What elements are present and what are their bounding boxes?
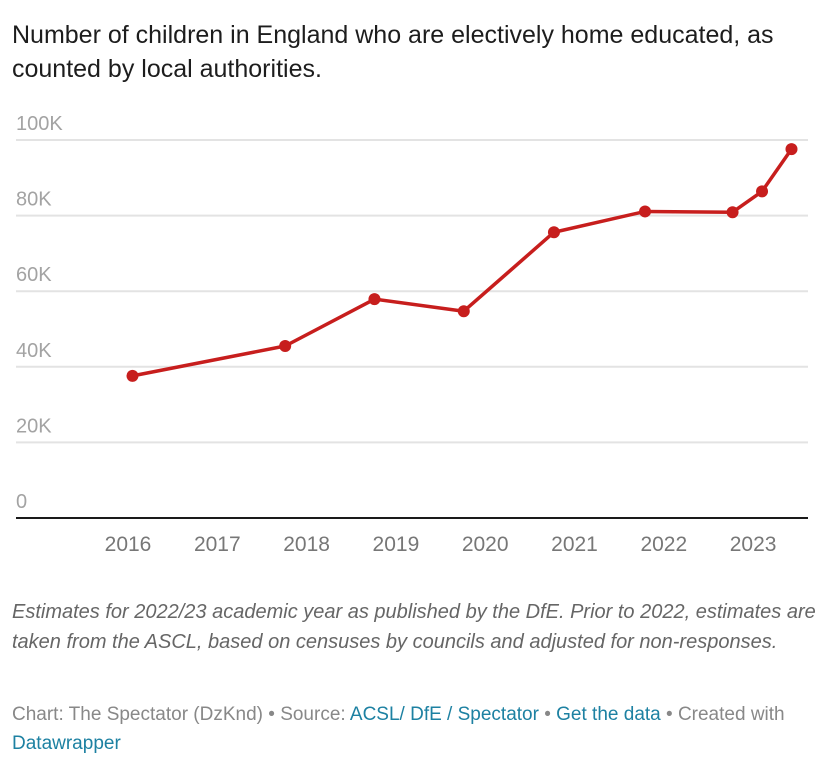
chart-title: Number of children in England who are el… [12,21,774,83]
x-axis-tick-labels: 2016 2017 2018 2019 2020 2021 2022 2023 [105,533,777,556]
y-tick-label: 80K [16,189,52,211]
y-tick-label: 100K [16,113,63,135]
chart-notes: Estimates for 2022/23 academic year as p… [12,601,816,653]
x-tick-label: 2022 [640,533,687,556]
byline-prefix: Chart: The Spectator (DzKnd) • Source: [12,704,350,725]
data-point [126,369,139,382]
x-tick-label: 2023 [730,533,777,556]
series-lines [130,147,794,378]
x-tick-label: 2021 [551,533,598,556]
data-point [756,185,769,198]
datawrapper-link[interactable]: Datawrapper [12,733,121,754]
gridlines [16,139,808,444]
data-point [279,340,292,353]
x-tick-label: 2017 [194,533,241,556]
data-point [785,143,798,156]
y-tick-label: 20K [16,415,52,437]
data-point [368,293,381,306]
data-point [639,205,652,218]
data-point [457,305,470,318]
get-the-data-link[interactable]: Get the data [556,704,661,725]
chart-byline: Chart: The Spectator (DzKnd) • Source: A… [12,700,822,758]
series-line [130,147,794,378]
source-link[interactable]: ACSL/ DfE / Spectator [349,704,539,725]
byline-separator: • [538,704,557,725]
y-tick-label: 60K [16,264,52,286]
data-point [726,206,739,219]
y-axis-tick-labels: 0 20K 40K 60K 80K 100K [16,113,63,513]
data-points [126,143,798,382]
x-tick-label: 2020 [462,533,509,556]
x-tick-label: 2016 [105,533,152,556]
y-tick-label: 40K [16,340,52,362]
byline-created-with: • Created with [660,704,785,725]
y-tick-label: 0 [16,491,27,513]
x-tick-label: 2019 [373,533,420,556]
data-point [547,226,560,239]
x-tick-label: 2018 [283,533,330,556]
